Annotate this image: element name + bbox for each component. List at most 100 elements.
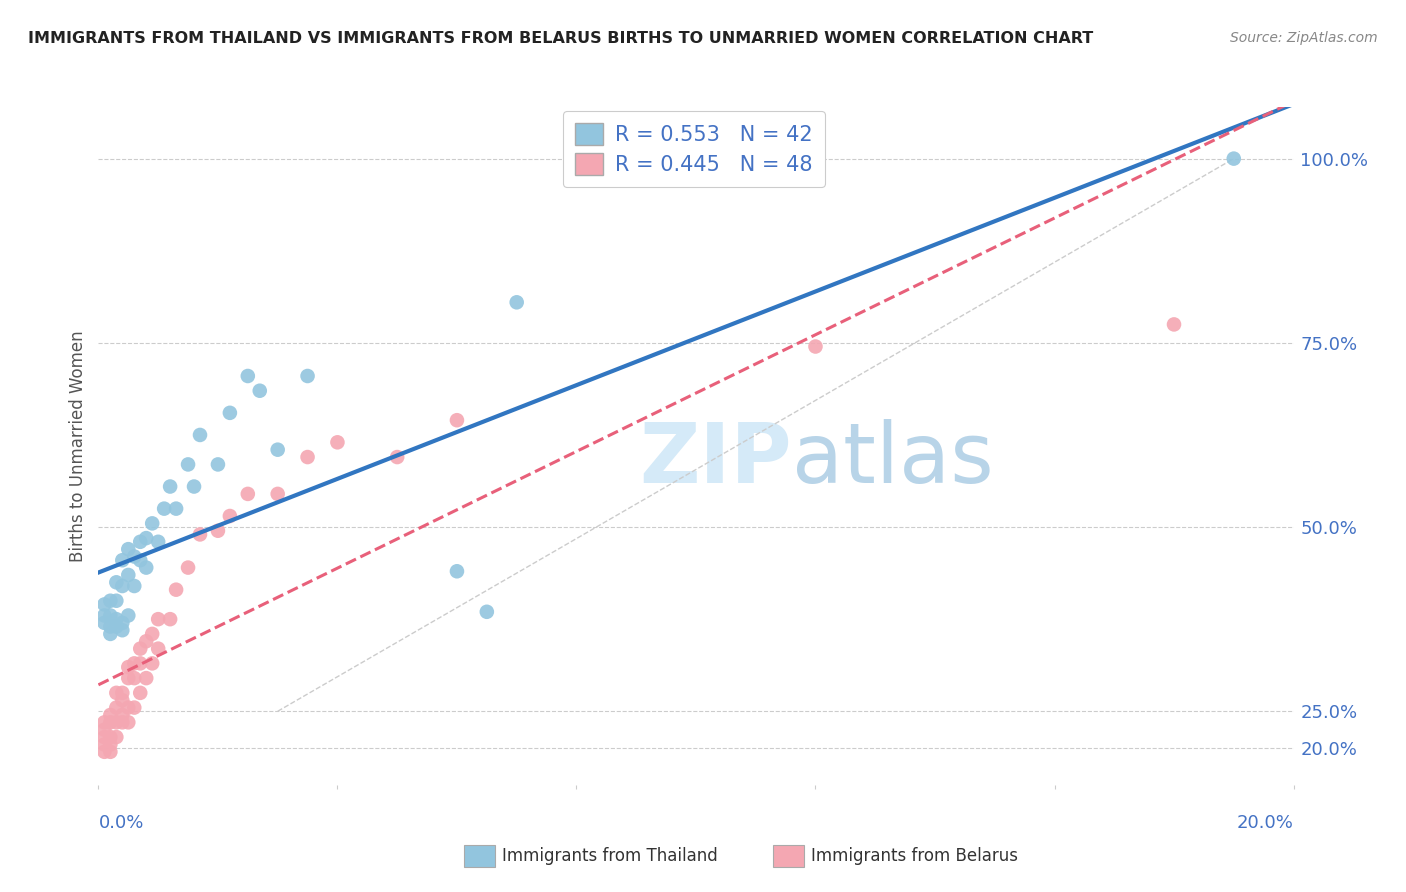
Point [124, 671, 146, 685]
Point [177, 458, 200, 472]
Text: 20.0%: 20.0% [1237, 814, 1294, 832]
Point [117, 660, 139, 674]
Point [98, 708, 122, 723]
Point [135, 531, 157, 545]
Point [141, 627, 163, 641]
Text: Immigrants from Belarus: Immigrants from Belarus [811, 847, 1018, 865]
Point [93, 715, 115, 730]
Point [93, 608, 115, 623]
Point [207, 524, 229, 538]
Point [135, 634, 157, 648]
Point [129, 534, 152, 549]
Point [219, 406, 242, 420]
Point [117, 608, 139, 623]
Text: ZIP: ZIP [640, 419, 792, 500]
Y-axis label: Births to Unmarried Women: Births to Unmarried Women [69, 330, 87, 562]
Point [98, 715, 122, 730]
Point [188, 428, 211, 442]
Point [141, 657, 163, 671]
Point [267, 487, 290, 501]
Point [165, 582, 187, 597]
Point [111, 693, 134, 707]
Point [148, 534, 170, 549]
Point [804, 339, 827, 353]
Point [124, 700, 146, 714]
Point [219, 508, 242, 523]
Legend: R = 0.553   N = 42, R = 0.445   N = 48: R = 0.553 N = 42, R = 0.445 N = 48 [562, 111, 825, 187]
Point [385, 450, 409, 464]
Point [117, 568, 139, 582]
Point [111, 715, 134, 730]
Point [446, 413, 468, 427]
Point [98, 745, 122, 759]
Text: Immigrants from Thailand: Immigrants from Thailand [502, 847, 717, 865]
Point [98, 608, 122, 623]
Point [207, 458, 229, 472]
Point [141, 516, 163, 531]
Point [105, 619, 128, 633]
Point [129, 553, 152, 567]
Point [267, 442, 290, 457]
Point [249, 384, 271, 398]
Point [98, 593, 122, 607]
Point [159, 479, 181, 493]
Point [124, 549, 146, 564]
Point [105, 612, 128, 626]
Point [98, 730, 122, 744]
Point [105, 593, 128, 607]
Point [93, 598, 115, 612]
Point [105, 715, 128, 730]
Point [297, 450, 319, 464]
Point [105, 700, 128, 714]
Point [129, 641, 152, 656]
Point [111, 708, 134, 723]
Point [135, 560, 157, 574]
Point [98, 619, 122, 633]
Point [446, 564, 468, 578]
Point [93, 730, 115, 744]
Point [236, 487, 259, 501]
Point [177, 560, 200, 574]
Point [111, 579, 134, 593]
Point [93, 723, 115, 737]
Point [93, 615, 115, 630]
Text: atlas: atlas [792, 419, 993, 500]
Point [129, 657, 152, 671]
Text: IMMIGRANTS FROM THAILAND VS IMMIGRANTS FROM BELARUS BIRTHS TO UNMARRIED WOMEN CO: IMMIGRANTS FROM THAILAND VS IMMIGRANTS F… [28, 31, 1094, 46]
Point [188, 527, 211, 541]
Point [165, 501, 187, 516]
Point [148, 641, 170, 656]
Point [1223, 152, 1246, 166]
Point [117, 671, 139, 685]
Point [98, 738, 122, 752]
Point [93, 738, 115, 752]
Point [1163, 318, 1185, 332]
Point [326, 435, 349, 450]
Point [153, 501, 176, 516]
Point [117, 715, 139, 730]
Point [148, 612, 170, 626]
Point [129, 686, 152, 700]
Point [111, 624, 134, 638]
Point [183, 479, 205, 493]
Point [111, 553, 134, 567]
Point [135, 671, 157, 685]
Point [105, 730, 128, 744]
Point [111, 686, 134, 700]
Point [506, 295, 529, 310]
Text: 0.0%: 0.0% [98, 814, 143, 832]
Point [98, 627, 122, 641]
Point [93, 745, 115, 759]
Point [111, 615, 134, 630]
Point [105, 686, 128, 700]
Point [475, 605, 498, 619]
Point [117, 542, 139, 557]
Point [117, 700, 139, 714]
Point [159, 612, 181, 626]
Point [124, 657, 146, 671]
Point [236, 369, 259, 384]
Point [297, 369, 319, 384]
Text: Source: ZipAtlas.com: Source: ZipAtlas.com [1230, 31, 1378, 45]
Point [124, 579, 146, 593]
Point [105, 575, 128, 590]
